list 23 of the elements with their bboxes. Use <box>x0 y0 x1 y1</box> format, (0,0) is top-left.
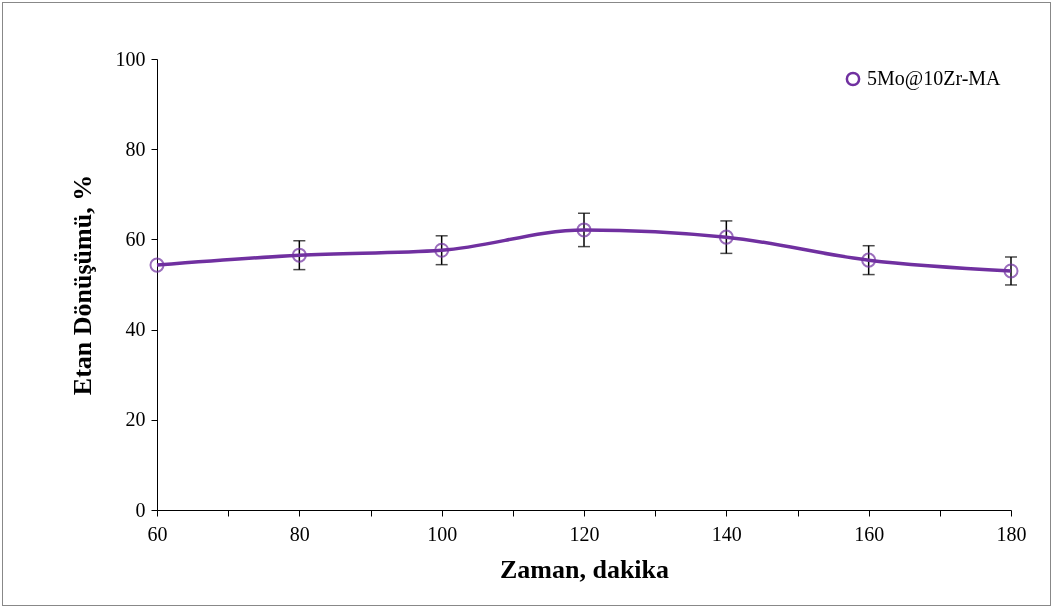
x-tick-label: 120 <box>569 522 600 545</box>
y-tick-label: 40 <box>125 318 146 341</box>
point <box>291 247 307 263</box>
x-tick-label: 160 <box>854 522 885 545</box>
point <box>861 252 877 268</box>
legend-label: 5Mo@10Zr-MA <box>867 67 1002 90</box>
point <box>434 242 450 258</box>
x-tick-label: 80 <box>289 522 310 545</box>
point <box>149 257 165 273</box>
y-tick-label: 20 <box>125 408 146 431</box>
y-tick-label: 80 <box>125 137 146 160</box>
y-axis-title: Etan Dönüşümü, % <box>67 174 97 396</box>
x-tick-label: 60 <box>147 522 168 545</box>
x-tick-label: 140 <box>711 522 742 545</box>
x-tick-label: 180 <box>996 522 1027 545</box>
point <box>1003 263 1019 279</box>
x-tick-label: 100 <box>427 522 458 545</box>
y-tick-label: 100 <box>115 47 146 70</box>
point <box>718 229 734 245</box>
y-tick-label: 0 <box>135 498 146 521</box>
point <box>576 222 592 238</box>
y-tick-label: 60 <box>125 227 146 250</box>
x-axis-title: Zaman, dakika <box>499 554 670 584</box>
